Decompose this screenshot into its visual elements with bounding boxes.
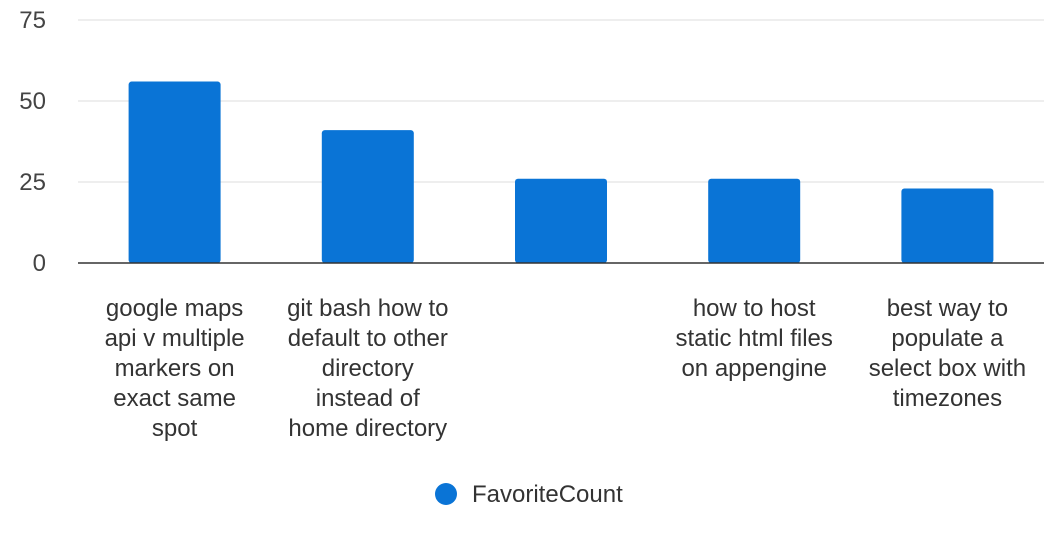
- category-label-line: api v multiple: [105, 325, 245, 352]
- legend-swatch-favoritecount: [435, 483, 457, 505]
- category-label-line: static html files: [676, 325, 833, 352]
- y-tick-label: 25: [19, 169, 46, 196]
- category-label-line: on appengine: [681, 355, 826, 382]
- category-label-line: markers on: [115, 355, 235, 382]
- gridlines: [78, 19, 1044, 183]
- y-tick-label: 0: [33, 250, 46, 277]
- category-label-line: directory: [322, 355, 414, 382]
- category-label-line: populate a: [891, 325, 1004, 352]
- bar: [708, 178, 801, 263]
- category-labels: google maps api v multiple markers on exact…: [105, 295, 1027, 442]
- bar: [321, 130, 414, 263]
- category-label-line: timezones: [893, 385, 1002, 412]
- y-tick-label: 75: [19, 7, 46, 34]
- category-label-line: best way to: [887, 295, 1008, 322]
- category-label-line: instead of: [316, 385, 420, 412]
- category-label-line: how to host: [693, 295, 816, 322]
- category-label-line: exact same: [113, 385, 236, 412]
- category-label-line: select box with: [869, 355, 1026, 382]
- category-label-line: default to other: [288, 325, 448, 352]
- category-label-line: git bash how to: [287, 295, 448, 322]
- y-axis-ticks: 0 25 50 75: [19, 7, 46, 277]
- legend: FavoriteCount: [435, 481, 623, 508]
- bar: [128, 81, 221, 263]
- bars: [128, 81, 994, 263]
- legend-label-favoritecount: FavoriteCount: [472, 481, 623, 508]
- category-label-line: spot: [152, 415, 198, 442]
- y-tick-label: 50: [19, 88, 46, 115]
- bar: [515, 178, 607, 263]
- category-label-line: home directory: [288, 415, 447, 442]
- category-label-line: google maps: [106, 295, 243, 322]
- bar: [901, 188, 994, 263]
